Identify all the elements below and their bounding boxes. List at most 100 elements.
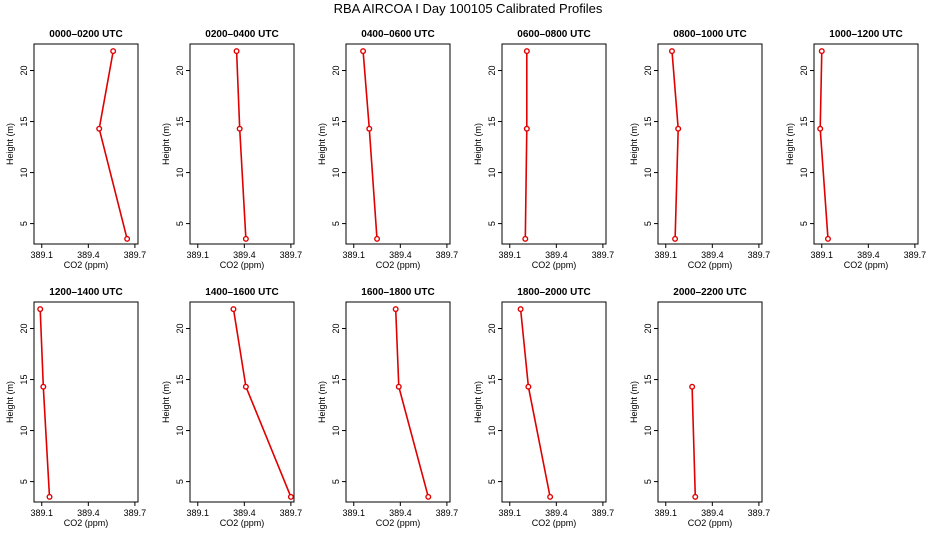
y-tick-label: 20	[643, 324, 653, 334]
y-axis-label: Height (m)	[473, 123, 483, 165]
y-tick-label: 10	[175, 168, 185, 178]
x-tick-label: 389.4	[77, 250, 100, 260]
data-point	[366, 125, 373, 132]
y-tick-label: 10	[19, 168, 29, 178]
data-point	[672, 235, 679, 242]
y-axis-label: Height (m)	[317, 381, 327, 423]
y-tick-label: 10	[487, 168, 497, 178]
x-axis-label: CO2 (ppm)	[532, 260, 577, 270]
y-axis-label: Height (m)	[5, 123, 15, 165]
profile-panel: 1400–1600 UTC 389.1 389.4 389.7 CO2 (ppm) 5 10…	[161, 287, 302, 528]
x-tick-label: 389.1	[30, 508, 53, 518]
y-tick-label: 15	[331, 375, 341, 385]
x-tick-label: 389.7	[436, 250, 459, 260]
x-tick-label: 389.7	[904, 250, 927, 260]
profile-panel: 0200–0400 UTC 389.1 389.4 389.7 CO2 (ppm) 5 10…	[161, 29, 302, 270]
x-tick-label: 389.4	[389, 250, 412, 260]
x-axis-label: CO2 (ppm)	[64, 260, 109, 270]
y-tick-label: 5	[175, 479, 185, 484]
plot-frame	[657, 43, 763, 245]
x-tick-label: 389.7	[592, 508, 615, 518]
x-tick-label: 389.1	[342, 508, 365, 518]
data-point	[692, 493, 699, 500]
y-axis-label: Height (m)	[161, 381, 171, 423]
y-tick-label: 5	[175, 221, 185, 226]
y-axis-label: Height (m)	[473, 381, 483, 423]
y-tick-label: 5	[643, 221, 653, 226]
x-axis-label: CO2 (ppm)	[64, 518, 109, 528]
y-tick-label: 5	[331, 221, 341, 226]
data-point	[689, 383, 696, 390]
plot-frame	[33, 43, 139, 245]
x-axis-label: CO2 (ppm)	[844, 260, 889, 270]
data-point	[124, 235, 131, 242]
y-tick-label: 5	[487, 221, 497, 226]
x-tick-label: 389.1	[30, 250, 53, 260]
profile-panel: 0800–1000 UTC 389.1 389.4 389.7 CO2 (ppm) 5 10…	[629, 29, 770, 270]
panel-title: 1600–1800 UTC	[361, 287, 434, 298]
panel-title: 1400–1600 UTC	[205, 287, 278, 298]
data-point	[236, 125, 243, 132]
y-tick-label: 15	[175, 375, 185, 385]
x-axis-label: CO2 (ppm)	[376, 260, 421, 270]
x-tick-label: 389.7	[124, 250, 147, 260]
y-tick-label: 15	[331, 117, 341, 127]
x-axis-label: CO2 (ppm)	[532, 518, 577, 528]
x-tick-label: 389.1	[498, 250, 521, 260]
panel-title: 0800–1000 UTC	[673, 29, 746, 40]
y-tick-label: 10	[487, 426, 497, 436]
data-point	[395, 383, 402, 390]
data-point	[668, 48, 675, 55]
y-tick-label: 15	[643, 375, 653, 385]
data-point	[517, 306, 524, 313]
y-axis-label: Height (m)	[5, 381, 15, 423]
x-tick-label: 389.1	[810, 250, 833, 260]
y-tick-label: 20	[19, 324, 29, 334]
plot-frame	[501, 301, 607, 503]
y-axis-label: Height (m)	[629, 123, 639, 165]
x-tick-label: 389.1	[498, 508, 521, 518]
x-axis-label: CO2 (ppm)	[688, 260, 733, 270]
y-tick-label: 10	[331, 168, 341, 178]
data-point	[392, 306, 399, 313]
x-tick-label: 389.4	[233, 250, 256, 260]
y-tick-label: 20	[175, 66, 185, 76]
y-tick-label: 15	[175, 117, 185, 127]
x-tick-label: 389.7	[592, 250, 615, 260]
x-tick-label: 389.1	[342, 250, 365, 260]
x-tick-label: 389.1	[186, 250, 209, 260]
plot-frame	[33, 301, 139, 503]
plot-frame	[345, 301, 451, 503]
data-point	[523, 48, 530, 55]
y-tick-label: 5	[331, 479, 341, 484]
data-point	[374, 235, 381, 242]
plot-frame	[345, 43, 451, 245]
profile-panel: 2000–2200 UTC 389.1 389.4 389.7 CO2 (ppm) 5 10…	[629, 287, 770, 528]
data-point	[46, 493, 53, 500]
y-tick-label: 15	[487, 117, 497, 127]
profile-panel: 0000–0200 UTC 389.1 389.4 389.7 CO2 (ppm) 5 10…	[5, 29, 146, 270]
data-point	[242, 235, 249, 242]
x-tick-label: 389.4	[233, 508, 256, 518]
y-tick-label: 20	[331, 324, 341, 334]
figure-title: RBA AIRCOA I Day 100105 Calibrated Profi…	[334, 1, 603, 16]
data-point	[523, 125, 530, 132]
x-tick-label: 389.1	[654, 508, 677, 518]
profile-panel: 1200–1400 UTC 389.1 389.4 389.7 CO2 (ppm) 5 10…	[5, 287, 146, 528]
y-tick-label: 5	[19, 221, 29, 226]
x-tick-label: 389.1	[186, 508, 209, 518]
data-point	[37, 306, 44, 313]
data-point	[360, 48, 367, 55]
y-tick-label: 10	[331, 426, 341, 436]
x-axis-label: CO2 (ppm)	[220, 260, 265, 270]
x-axis-label: CO2 (ppm)	[220, 518, 265, 528]
y-tick-label: 15	[643, 117, 653, 127]
y-tick-label: 10	[643, 426, 653, 436]
data-point	[675, 125, 682, 132]
data-point	[522, 235, 529, 242]
data-point	[242, 383, 249, 390]
y-tick-label: 10	[799, 168, 809, 178]
profile-panel: 1800–2000 UTC 389.1 389.4 389.7 CO2 (ppm) 5 10…	[473, 287, 614, 528]
